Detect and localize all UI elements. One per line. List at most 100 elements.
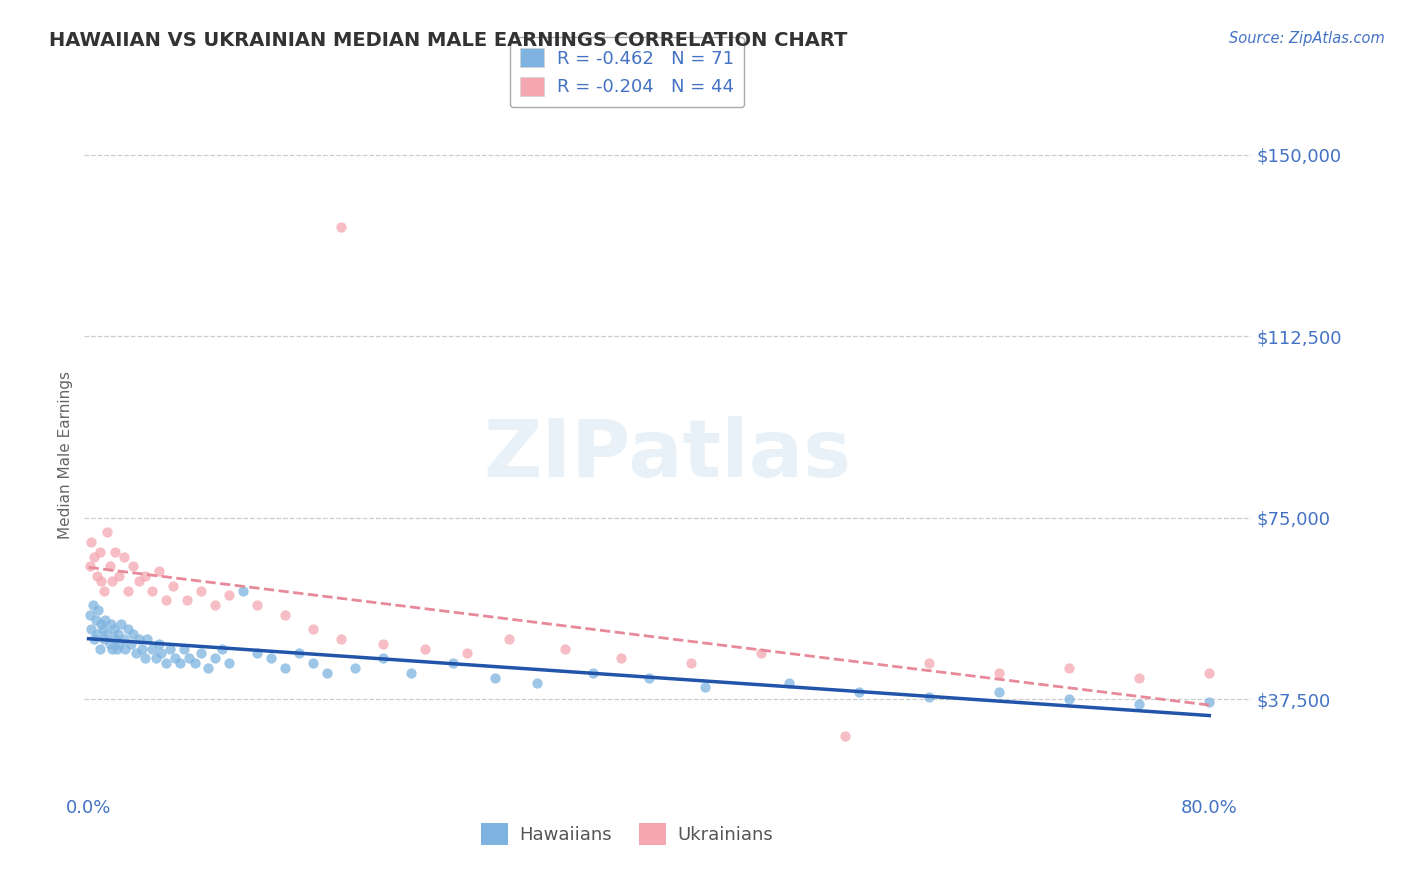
Point: [105, 641, 128, 656]
Point: [165, 651, 187, 665]
Point: [79, 559, 101, 574]
Point: [155, 656, 177, 670]
Point: [260, 651, 283, 665]
Point: [184, 656, 207, 670]
Point: [112, 632, 135, 646]
Point: [128, 632, 150, 646]
Point: [204, 598, 226, 612]
Point: [329, 632, 352, 646]
Point: [287, 647, 309, 661]
Point: [112, 549, 135, 564]
Point: [169, 656, 191, 670]
Point: [141, 641, 163, 656]
Point: [96, 627, 118, 641]
Point: [101, 641, 124, 656]
Point: [90, 617, 112, 632]
Point: [96, 525, 118, 540]
Point: [128, 574, 150, 588]
Point: [246, 647, 269, 661]
Point: [1057, 692, 1080, 706]
Point: [108, 569, 131, 583]
Point: [155, 593, 177, 607]
Point: [204, 651, 226, 665]
Point: [190, 647, 212, 661]
Point: [343, 661, 366, 675]
Point: [134, 651, 156, 665]
Point: [98, 637, 121, 651]
Point: [218, 656, 240, 670]
Point: [679, 656, 702, 670]
Point: [159, 641, 181, 656]
Point: [90, 574, 112, 588]
Point: [173, 641, 195, 656]
Point: [918, 690, 941, 704]
Point: [693, 681, 716, 695]
Point: [98, 559, 121, 574]
Point: [91, 622, 114, 636]
Point: [582, 665, 605, 680]
Point: [93, 632, 115, 646]
Point: [100, 617, 122, 632]
Point: [246, 598, 269, 612]
Point: [122, 559, 145, 574]
Point: [136, 632, 159, 646]
Point: [848, 685, 870, 699]
Point: [103, 622, 125, 636]
Point: [610, 651, 633, 665]
Point: [84, 613, 107, 627]
Point: [89, 641, 111, 656]
Point: [179, 651, 201, 665]
Point: [89, 545, 111, 559]
Point: [315, 665, 337, 680]
Point: [988, 665, 1011, 680]
Point: [145, 651, 167, 665]
Legend: Hawaiians, Ukrainians: Hawaiians, Ukrainians: [474, 816, 780, 853]
Point: [301, 656, 323, 670]
Point: [834, 729, 856, 743]
Point: [150, 647, 173, 661]
Point: [1198, 695, 1220, 709]
Point: [399, 665, 422, 680]
Text: HAWAIIAN VS UKRAINIAN MEDIAN MALE EARNINGS CORRELATION CHART: HAWAIIAN VS UKRAINIAN MEDIAN MALE EARNIN…: [49, 31, 848, 50]
Point: [176, 593, 198, 607]
Point: [83, 632, 105, 646]
Point: [526, 675, 548, 690]
Point: [107, 627, 129, 641]
Point: [371, 651, 394, 665]
Point: [80, 535, 103, 549]
Point: [329, 220, 352, 235]
Point: [148, 637, 170, 651]
Point: [197, 661, 219, 675]
Point: [86, 627, 108, 641]
Point: [371, 637, 394, 651]
Point: [232, 583, 254, 598]
Point: [148, 564, 170, 578]
Point: [79, 607, 101, 622]
Point: [120, 637, 142, 651]
Point: [93, 583, 115, 598]
Point: [273, 607, 295, 622]
Point: [749, 647, 772, 661]
Point: [104, 632, 127, 646]
Point: [1128, 671, 1150, 685]
Point: [498, 632, 520, 646]
Point: [988, 685, 1011, 699]
Point: [104, 545, 127, 559]
Point: [110, 617, 132, 632]
Point: [117, 583, 139, 598]
Point: [1057, 661, 1080, 675]
Point: [108, 637, 131, 651]
Point: [190, 583, 212, 598]
Y-axis label: Median Male Earnings: Median Male Earnings: [58, 371, 73, 539]
Point: [101, 574, 124, 588]
Point: [83, 549, 105, 564]
Point: [778, 675, 800, 690]
Point: [456, 647, 478, 661]
Point: [273, 661, 295, 675]
Point: [87, 603, 110, 617]
Point: [162, 579, 184, 593]
Point: [131, 641, 153, 656]
Text: Source: ZipAtlas.com: Source: ZipAtlas.com: [1229, 31, 1385, 46]
Point: [117, 622, 139, 636]
Point: [413, 641, 436, 656]
